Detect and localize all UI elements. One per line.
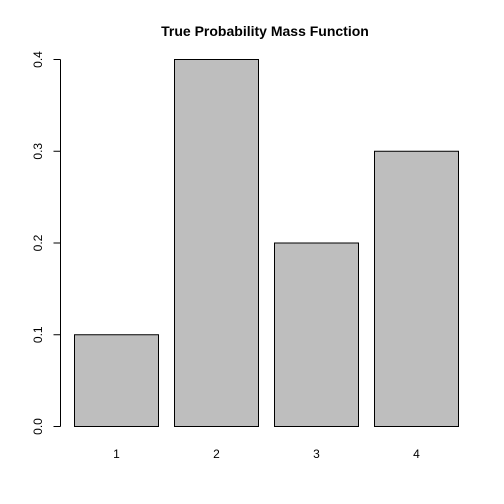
x-tick-label: 2 bbox=[213, 447, 220, 461]
y-tick-label: 0.1 bbox=[31, 326, 45, 343]
chart-title: True Probability Mass Function bbox=[161, 23, 369, 39]
y-axis: 0.0 0.1 0.2 0.3 0.4 bbox=[31, 51, 61, 435]
bars-group bbox=[74, 59, 459, 427]
bar-4 bbox=[374, 150, 459, 427]
bar-1 bbox=[74, 334, 159, 427]
x-tick-label: 1 bbox=[113, 447, 120, 461]
bar-2 bbox=[174, 59, 259, 427]
bar-3 bbox=[274, 242, 359, 427]
x-tick-label: 3 bbox=[313, 447, 320, 461]
x-tick-label: 4 bbox=[413, 447, 420, 461]
y-tick-label: 0.4 bbox=[31, 51, 45, 68]
x-tick-labels: 1 2 3 4 bbox=[113, 447, 420, 461]
y-tick-label: 0.0 bbox=[31, 418, 45, 435]
y-tick-label: 0.3 bbox=[31, 143, 45, 160]
y-tick-label: 0.2 bbox=[31, 234, 45, 251]
